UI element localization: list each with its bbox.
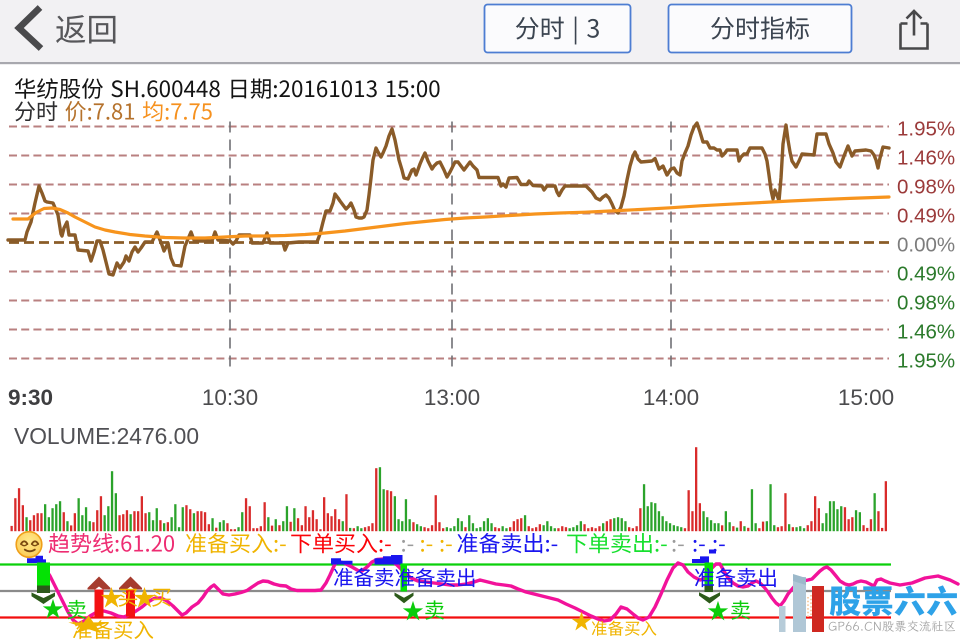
svg-text:1.95%: 1.95%: [897, 350, 955, 373]
svg-text:1.46%: 1.46%: [897, 321, 955, 344]
svg-text:1.95%: 1.95%: [897, 118, 955, 141]
svg-text:0.49%: 0.49%: [897, 205, 955, 228]
svg-text:14:00: 14:00: [643, 385, 699, 410]
svg-text:13:00: 13:00: [424, 385, 480, 410]
svg-text:VOLUME:2476.00: VOLUME:2476.00: [14, 423, 199, 449]
svg-text:0.49%: 0.49%: [897, 263, 955, 286]
svg-text:0.00%: 0.00%: [897, 234, 955, 257]
svg-text:15:00: 15:00: [838, 385, 894, 410]
svg-text:0.98%: 0.98%: [897, 292, 955, 315]
svg-text:9:30: 9:30: [8, 385, 53, 410]
svg-text:0.98%: 0.98%: [897, 176, 955, 199]
svg-text:1.46%: 1.46%: [897, 147, 955, 170]
svg-text:10:30: 10:30: [202, 385, 258, 410]
